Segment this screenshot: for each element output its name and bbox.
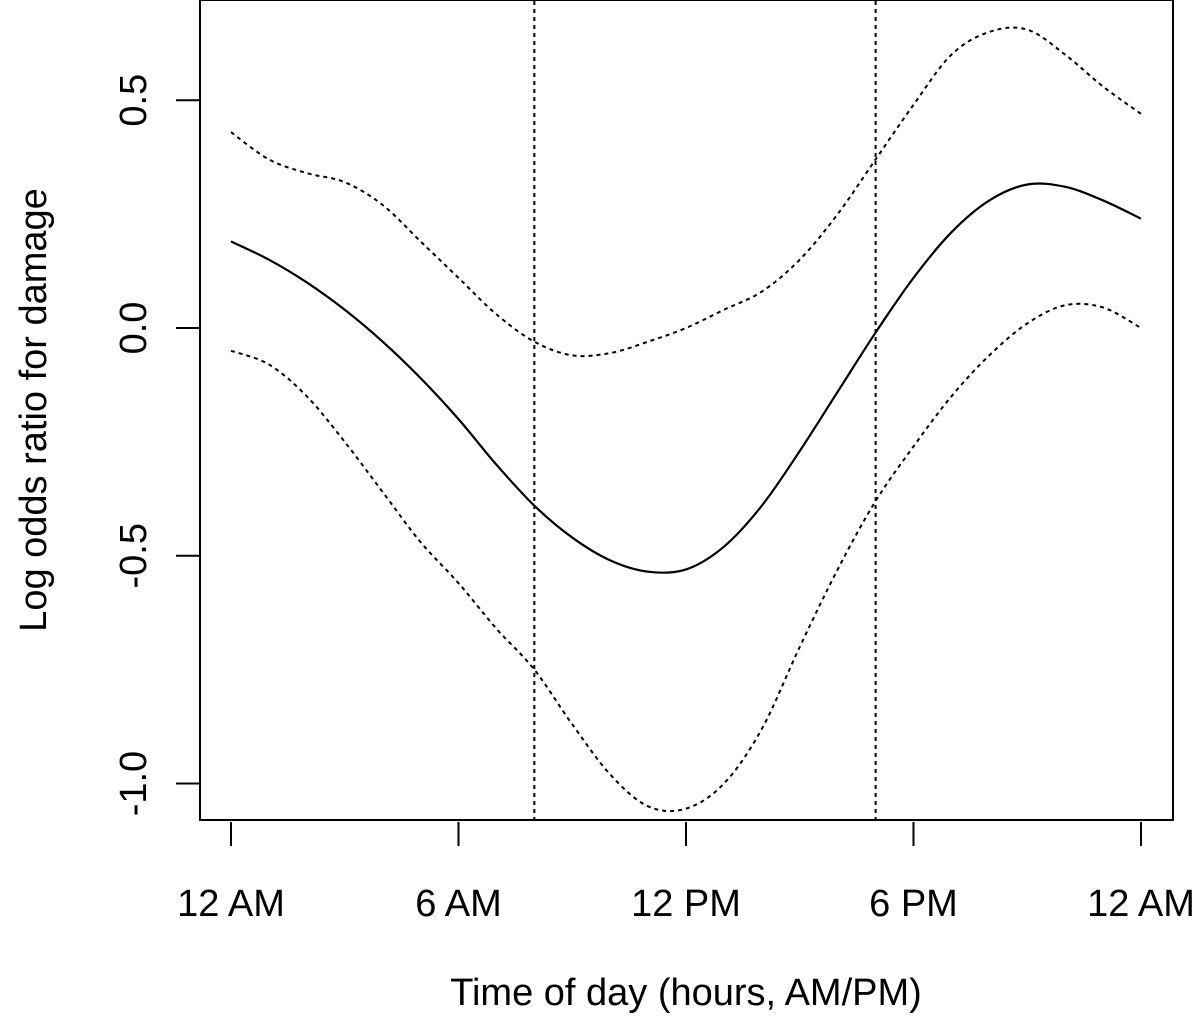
series-group — [230, 26, 1142, 813]
y-tick-label: -1.0 — [113, 751, 155, 816]
lower-confidence-bound-line — [230, 302, 1142, 813]
upper-confidence-bound-line — [230, 26, 1142, 358]
x-axis: 12 AM 6 AM 12 PM 6 PM 12 AM — [177, 819, 1195, 925]
y-tick-label: 0.5 — [113, 74, 155, 127]
plot-frame — [199, 0, 1174, 821]
x-axis-title: Time of day (hours, AM/PM) — [450, 972, 922, 1014]
x-tick-label: 6 AM — [415, 883, 502, 925]
x-tick-label: 12 PM — [631, 883, 741, 925]
estimate-line — [230, 182, 1142, 574]
y-axis: -1.0 -0.5 0.0 0.5 — [113, 74, 201, 816]
x-tick-label: 6 PM — [869, 883, 958, 925]
y-tick-label: -0.5 — [113, 523, 155, 588]
reference-lines — [533, 1, 877, 819]
x-tick-label: 12 AM — [1087, 883, 1195, 925]
y-axis-title: Log odds ratio for damage — [13, 188, 55, 632]
y-tick-label: 0.0 — [113, 302, 155, 355]
x-tick-label: 12 AM — [177, 883, 285, 925]
